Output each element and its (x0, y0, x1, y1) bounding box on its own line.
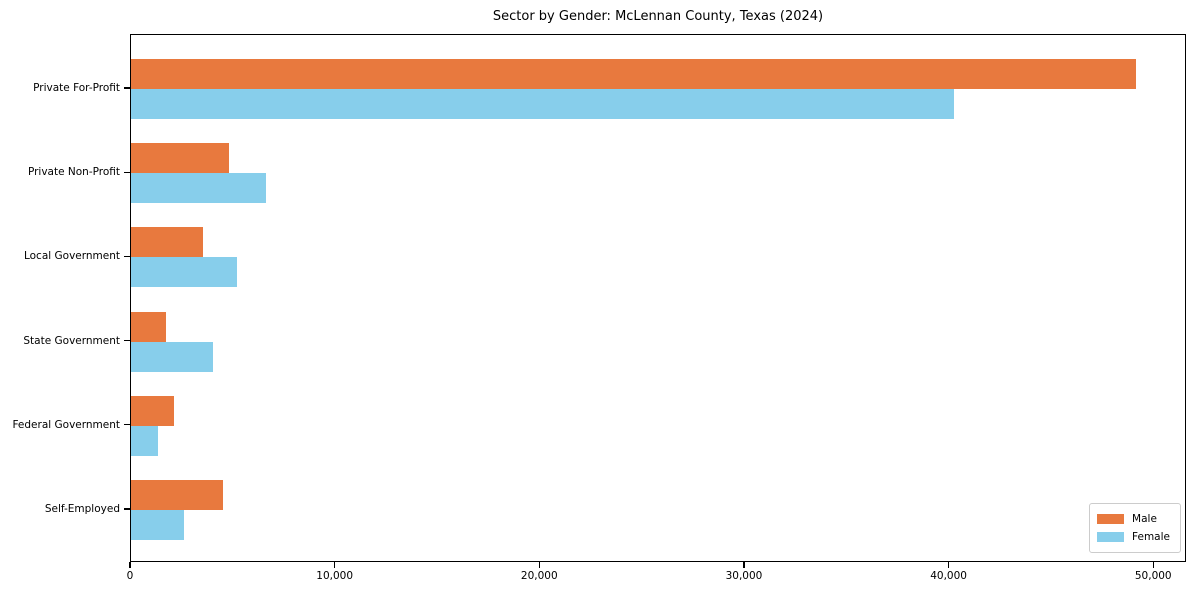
chart-title: Sector by Gender: McLennan County, Texas… (492, 9, 824, 24)
y-label-local-government: Local Government (23, 250, 120, 263)
plot-area: Male Female (130, 34, 1186, 562)
legend-label-female: Female (1132, 531, 1170, 543)
bar-female-state-government (131, 341, 213, 372)
x-label-10000: 10,000 (316, 570, 354, 582)
y-label-self-employed: Self-Employed (44, 503, 120, 515)
legend-entry-male: Male (1097, 510, 1170, 528)
x-tick-30000 (743, 562, 745, 568)
legend-entry-female: Female (1097, 528, 1170, 546)
x-tick-10000 (334, 562, 336, 568)
legend: Male Female (1089, 503, 1181, 553)
y-tick-self-employed (124, 508, 130, 510)
x-label-50000: 50,000 (1134, 570, 1172, 582)
bar-female-private-for-profit (131, 89, 954, 119)
legend-swatch-female (1097, 532, 1125, 542)
bar-female-self-employed (131, 510, 185, 540)
y-label-federal-government: Federal Government (12, 418, 120, 431)
bar-female-local-government (131, 257, 238, 288)
x-label-20000: 20,000 (520, 570, 558, 582)
y-tick-local-government (124, 255, 130, 257)
x-tick-50000 (1152, 562, 1154, 568)
bar-female-federal-government (131, 425, 158, 456)
y-label-private-non-profit: Private Non-Profit (27, 166, 120, 179)
x-label-40000: 40,000 (930, 570, 967, 582)
x-label-0: 0 (126, 570, 134, 582)
legend-swatch-male (1097, 514, 1125, 524)
x-tick-0 (129, 562, 131, 568)
y-label-state-government: State Government (23, 334, 120, 347)
bar-male-self-employed (131, 480, 224, 510)
y-tick-federal-government (124, 424, 130, 426)
bar-male-federal-government (131, 395, 174, 426)
y-tick-private-non-profit (124, 171, 130, 173)
x-tick-20000 (538, 562, 540, 568)
legend-label-male: Male (1132, 513, 1157, 525)
y-label-private-for-profit: Private For-Profit (33, 82, 120, 94)
bar-male-private-for-profit (131, 59, 1136, 89)
bar-male-private-non-profit (131, 143, 230, 174)
x-label-30000: 30,000 (725, 570, 763, 582)
bar-male-state-government (131, 311, 166, 342)
y-tick-state-government (124, 340, 130, 342)
bar-male-local-government (131, 227, 203, 258)
bar-female-private-non-profit (131, 173, 267, 204)
x-tick-40000 (948, 562, 950, 568)
y-tick-private-for-profit (124, 87, 130, 89)
